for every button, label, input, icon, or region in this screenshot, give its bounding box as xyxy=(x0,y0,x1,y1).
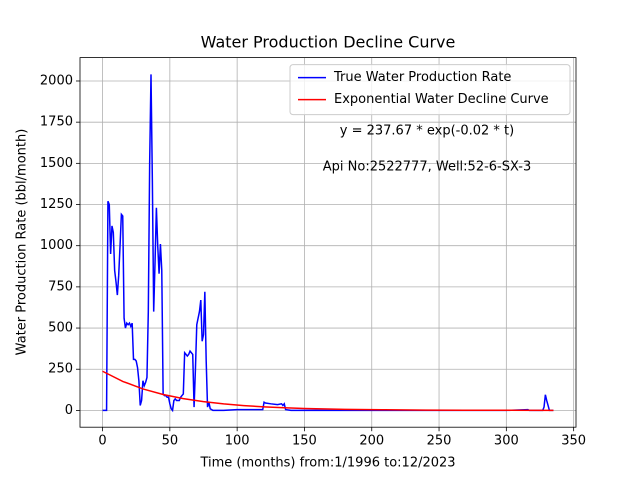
legend-label: True Water Production Rate xyxy=(333,70,511,85)
annotation: Api No:2522777, Well:52-6-SX-3 xyxy=(323,160,531,175)
y-tick-label: 750 xyxy=(48,279,73,294)
chart-title: Water Production Decline Curve xyxy=(201,33,456,52)
x-tick-label: 0 xyxy=(98,434,106,449)
legend-box xyxy=(289,64,571,116)
y-tick-label: 1750 xyxy=(40,115,73,130)
y-tick-label: 1000 xyxy=(40,238,73,253)
x-axis-label: Time (months) from:1/1996 to:12/2023 xyxy=(199,456,455,471)
x-tick-label: 150 xyxy=(292,434,317,449)
y-tick-label: 1500 xyxy=(40,156,73,171)
data-line xyxy=(102,370,554,412)
annotation: y = 237.67 * exp(-0.02 * t) xyxy=(340,124,514,139)
y-tick-label: 250 xyxy=(48,362,73,377)
x-tick-label: 100 xyxy=(225,434,250,449)
x-tick-label: 350 xyxy=(561,434,586,449)
x-tick-label: 200 xyxy=(359,434,384,449)
x-tick-label: 300 xyxy=(494,434,519,449)
y-axis-label: Water Production Rate (bbl/month) xyxy=(15,129,30,356)
y-tick-label: 2000 xyxy=(40,73,73,88)
data-line xyxy=(102,74,554,413)
y-tick-label: 1250 xyxy=(40,197,73,212)
legend-label: Exponential Water Decline Curve xyxy=(334,92,549,107)
x-tick-label: 250 xyxy=(427,434,452,449)
axes-frame xyxy=(79,57,577,428)
y-tick-label: 500 xyxy=(48,321,73,336)
y-tick-label: 0 xyxy=(65,403,73,418)
x-tick-label: 50 xyxy=(162,434,179,449)
